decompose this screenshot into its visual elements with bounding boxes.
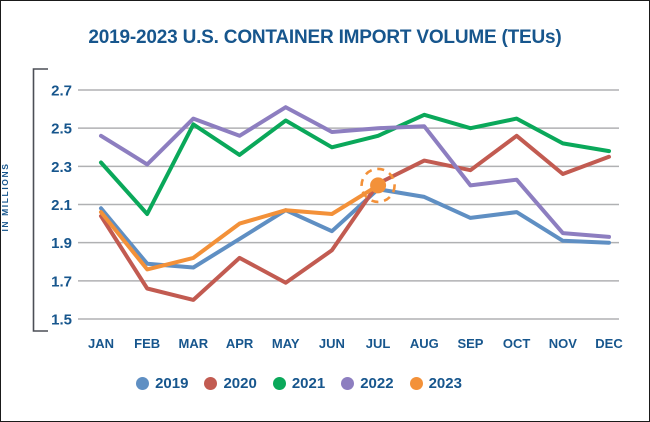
- legend-item-2023: 2023: [409, 375, 462, 392]
- series-line-2022: [99, 105, 611, 239]
- legend-dot-2019: [136, 377, 150, 390]
- x-tick-label: OCT: [503, 336, 531, 351]
- legend-item-2020: 2020: [204, 375, 257, 392]
- legend-item-2019: 2019: [136, 375, 188, 392]
- y-tick-label: 2.7: [51, 83, 72, 100]
- x-tick-label: MAR: [179, 336, 209, 351]
- y-tick-label: 2.3: [51, 159, 72, 176]
- y-tick-label: 2.1: [51, 197, 72, 214]
- x-tick-label: JAN: [88, 336, 114, 351]
- x-tick-label: APR: [226, 336, 254, 351]
- x-tick-label: AUG: [410, 336, 439, 351]
- legend-item-2022: 2022: [341, 375, 394, 392]
- y-tick-label: 1.5: [51, 312, 72, 329]
- y-tick-label: 1.7: [51, 273, 72, 290]
- y-tick-label: 2.5: [51, 121, 72, 138]
- y-axis-bracket: [32, 68, 48, 332]
- legend-label-2022: 2022: [360, 375, 394, 392]
- legend-dot-2023: [409, 377, 423, 390]
- legend-dot-2021: [272, 377, 286, 390]
- legend-item-2021: 2021: [272, 375, 326, 392]
- legend-label-2020: 2020: [223, 375, 257, 392]
- x-tick-label: DEC: [595, 336, 623, 351]
- legend-label-2021: 2021: [291, 375, 326, 392]
- x-tick-label: SEP: [457, 336, 483, 351]
- series-line-2021: [99, 112, 611, 216]
- chart-title: 2019-2023 U.S. CONTAINER IMPORT VOLUME (…: [88, 27, 562, 48]
- x-tick-label: NOV: [549, 336, 578, 351]
- x-tick-label: JUN: [319, 336, 345, 351]
- series-line-2023: [99, 183, 381, 272]
- legend-dot-2022: [341, 377, 355, 390]
- legend: 2019 2020 2021 2022 2023: [1, 375, 623, 392]
- legend-label-2019: 2019: [155, 375, 189, 392]
- series-line-2020: [99, 133, 611, 302]
- legend-dot-2020: [204, 377, 218, 390]
- highlight-dot-2023-jul: [370, 177, 387, 194]
- highlight-ring: [360, 167, 396, 204]
- x-tick-label: MAY: [272, 336, 300, 351]
- x-tick-label: FEB: [134, 336, 160, 351]
- y-tick-label: 1.9: [51, 235, 72, 252]
- x-tick-label: JUL: [366, 336, 391, 351]
- legend-label-2023: 2023: [428, 375, 462, 392]
- series-line-2019: [99, 187, 611, 270]
